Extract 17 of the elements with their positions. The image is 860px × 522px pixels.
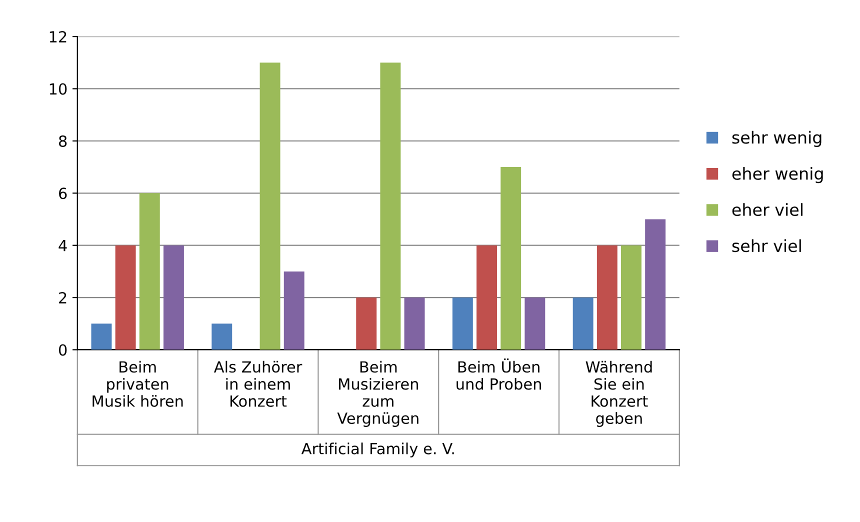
- y-tick-label: 0: [58, 344, 67, 356]
- legend-label: sehr viel: [732, 239, 801, 252]
- legend-label: eher viel: [732, 203, 802, 216]
- y-tick-label: 8: [58, 135, 67, 147]
- x-tick-label: Als Zuhörer in einem Konzert: [214, 360, 302, 407]
- y-tick-label: 4: [58, 240, 67, 252]
- x-tick-label: Beim Musizieren zum Vergnügen: [337, 360, 418, 427]
- x-tick-label: Beim Üben und Proben: [456, 358, 541, 390]
- legend-label: sehr wenig: [732, 130, 822, 148]
- legend-label: eher wenig: [732, 167, 823, 184]
- x-axis-title: Artificial Family e. V.: [301, 442, 454, 458]
- y-tick-label: 10: [50, 83, 67, 95]
- x-tick-label: Während Sie ein Konzert geben: [586, 360, 652, 427]
- y-tick-label: 12: [50, 31, 66, 42]
- y-tick-label: 2: [59, 292, 66, 304]
- x-tick-label: Beim privaten Musik hören: [92, 360, 183, 407]
- y-tick-label: 6: [59, 188, 67, 200]
